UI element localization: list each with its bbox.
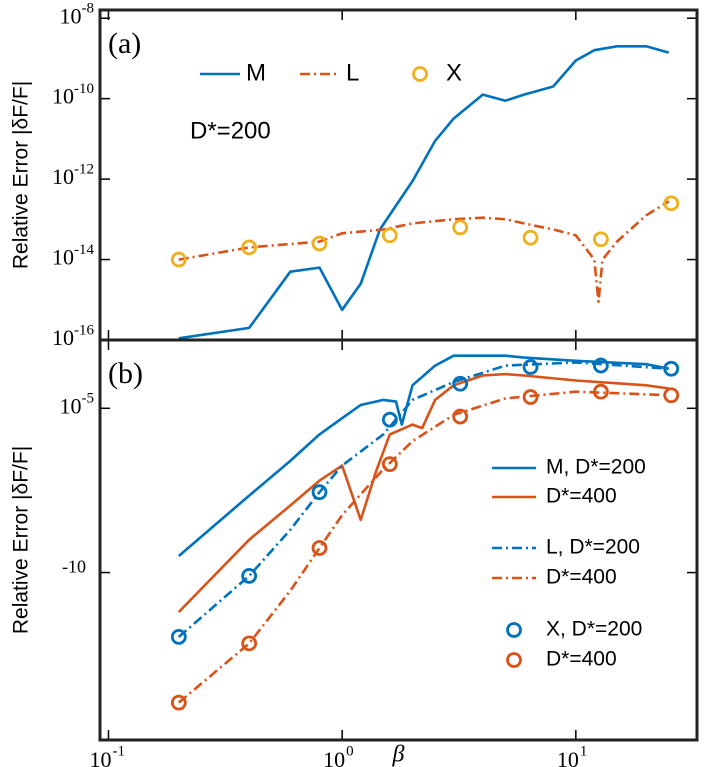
y-tick-exponent: -10 bbox=[74, 81, 94, 97]
data-point bbox=[452, 219, 469, 236]
data-point bbox=[311, 484, 328, 501]
x-tick-exponent: 0 bbox=[346, 743, 354, 759]
y-tick-label: 10 bbox=[52, 164, 74, 189]
data-point bbox=[241, 568, 258, 584]
y-tick-exponent: -16 bbox=[74, 322, 94, 338]
x-tick-label: 10 bbox=[557, 747, 579, 767]
data-point bbox=[452, 408, 469, 425]
data-point bbox=[170, 251, 187, 268]
x-tick-exponent: -1 bbox=[112, 743, 125, 759]
data-point bbox=[381, 227, 398, 244]
data-line bbox=[177, 372, 669, 613]
y-tick-label: 10 bbox=[52, 84, 74, 109]
panel-label: (a) bbox=[108, 27, 141, 60]
axes-box bbox=[98, 8, 699, 342]
legend-marker bbox=[412, 66, 428, 82]
data-line bbox=[177, 361, 669, 638]
x-tick-label: 10 bbox=[89, 747, 111, 767]
plot-area bbox=[170, 354, 680, 711]
x-tick-exponent: 1 bbox=[580, 743, 588, 759]
data-line bbox=[178, 200, 670, 304]
data-point bbox=[663, 360, 680, 377]
data-point bbox=[381, 456, 398, 473]
data-point bbox=[592, 383, 609, 400]
legend-marker bbox=[506, 622, 522, 638]
data-point bbox=[241, 635, 258, 652]
y-tick-label: -10 bbox=[62, 557, 86, 577]
y-tick-label: 10 bbox=[52, 325, 74, 350]
panel-label: (b) bbox=[108, 357, 143, 390]
data-point bbox=[592, 357, 609, 374]
y-tick-exponent: -14 bbox=[74, 242, 94, 258]
data-point bbox=[522, 389, 539, 405]
annotation: D*=200 bbox=[190, 117, 271, 144]
plot-area bbox=[170, 45, 680, 340]
y-tick-exponent: -5 bbox=[82, 391, 95, 407]
data-point bbox=[381, 411, 398, 428]
data-point bbox=[311, 235, 328, 252]
data-line bbox=[178, 45, 670, 340]
legend-label: D*=400 bbox=[546, 485, 617, 508]
legend-label: D*=400 bbox=[546, 648, 617, 671]
x-tick-label: 10 bbox=[323, 747, 345, 767]
data-point bbox=[311, 540, 328, 556]
legend-marker bbox=[506, 652, 522, 668]
data-point bbox=[241, 239, 258, 256]
data-point bbox=[592, 231, 609, 248]
y-tick-exponent: -8 bbox=[82, 1, 95, 17]
data-point bbox=[663, 195, 680, 212]
y-tick-exponent: -12 bbox=[74, 162, 94, 178]
data-point bbox=[522, 359, 539, 375]
y-tick-label: 10 bbox=[60, 3, 82, 28]
y-tick-label: 10 bbox=[52, 245, 74, 270]
data-point bbox=[170, 694, 187, 711]
x-axis-label: β bbox=[392, 742, 405, 767]
legend-label: X bbox=[446, 59, 462, 86]
legend-label: M bbox=[246, 59, 266, 86]
y-axis-label: Relative Error |δF/F| bbox=[10, 81, 33, 269]
data-point bbox=[663, 387, 680, 404]
data-point bbox=[170, 629, 187, 645]
legend-label: L bbox=[346, 59, 359, 86]
legend-label: D*=400 bbox=[546, 566, 617, 589]
axes-box bbox=[98, 338, 699, 742]
data-point bbox=[452, 375, 469, 392]
legend-label: M, D*=200 bbox=[546, 456, 646, 479]
legend-label: X, D*=200 bbox=[546, 618, 642, 641]
y-axis-label: Relative Error |δF/F| bbox=[10, 446, 33, 634]
y-tick-label: 10 bbox=[60, 393, 82, 418]
data-point bbox=[522, 229, 539, 246]
legend-label: L, D*=200 bbox=[546, 536, 640, 559]
